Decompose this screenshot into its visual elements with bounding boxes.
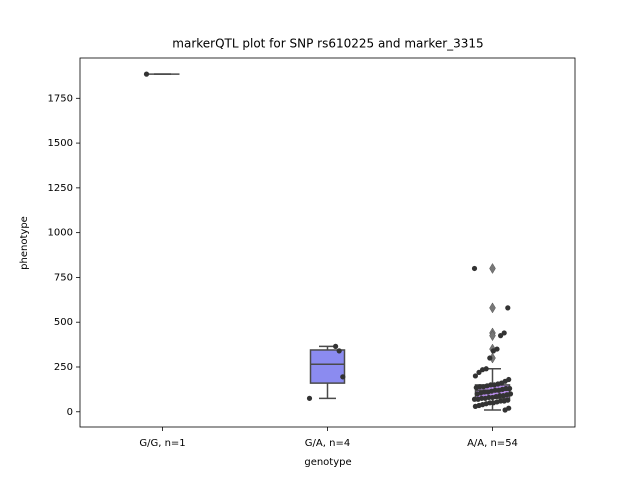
data-point bbox=[482, 395, 488, 401]
data-point bbox=[507, 385, 513, 392]
y-tick-label: 1000 bbox=[48, 228, 73, 239]
y-tick-label: 750 bbox=[54, 272, 73, 283]
y-tick-label: 250 bbox=[54, 362, 73, 373]
outlier bbox=[489, 262, 496, 274]
x-axis-label: genotype bbox=[304, 457, 351, 468]
data-point bbox=[480, 367, 486, 373]
data-point bbox=[473, 384, 479, 391]
data-point bbox=[476, 369, 482, 375]
x-tick-label: G/G, n=1 bbox=[139, 438, 185, 449]
data-point bbox=[475, 396, 481, 402]
data-point bbox=[501, 330, 507, 336]
y-tick-label: 1250 bbox=[48, 183, 73, 194]
data-point bbox=[487, 355, 493, 361]
outlier bbox=[489, 330, 496, 342]
outlier bbox=[489, 302, 496, 314]
data-point bbox=[490, 400, 496, 406]
data-point bbox=[498, 333, 504, 339]
data-point bbox=[336, 348, 342, 354]
data-point bbox=[496, 387, 502, 393]
y-tick-label: 1750 bbox=[48, 93, 73, 104]
data-point bbox=[489, 394, 496, 401]
data-point bbox=[501, 398, 507, 404]
data-point bbox=[502, 407, 508, 413]
data-point bbox=[471, 396, 478, 402]
y-tick-label: 1500 bbox=[48, 138, 73, 149]
data-point bbox=[490, 348, 496, 354]
data-point bbox=[472, 403, 478, 410]
data-point bbox=[340, 374, 346, 380]
y-tick-label: 500 bbox=[54, 317, 73, 328]
data-point bbox=[306, 395, 313, 401]
chart-title: markerQTL plot for SNP rs610225 and mark… bbox=[172, 37, 483, 51]
data-point bbox=[333, 343, 339, 349]
data-point bbox=[505, 305, 511, 311]
data-point bbox=[474, 391, 480, 397]
y-axis-label: phenotype bbox=[19, 216, 30, 270]
data-point bbox=[471, 265, 478, 272]
y-tick-label: 0 bbox=[67, 407, 73, 418]
data-point bbox=[143, 71, 150, 77]
x-tick-label: A/A, n=54 bbox=[467, 438, 518, 449]
data-point bbox=[480, 384, 487, 390]
data-point bbox=[472, 373, 478, 379]
data-point bbox=[491, 382, 497, 388]
box bbox=[309, 349, 346, 384]
data-point bbox=[485, 389, 491, 395]
x-tick-label: G/A, n=4 bbox=[305, 438, 350, 449]
data-point bbox=[500, 393, 506, 399]
